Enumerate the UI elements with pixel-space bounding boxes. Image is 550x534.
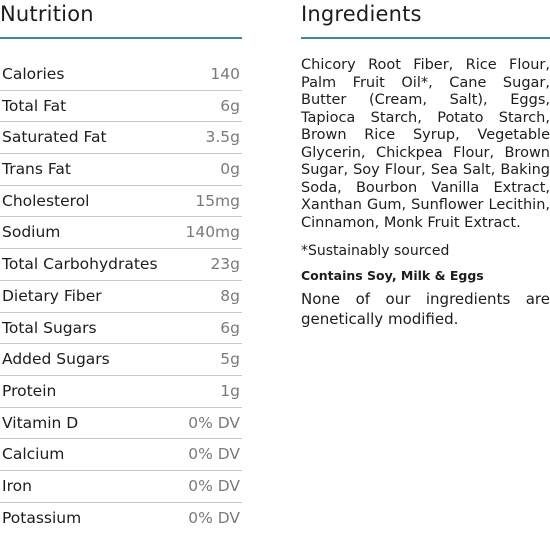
nutrient-value: 8g — [220, 286, 240, 305]
nutrient-value: 6g — [220, 96, 240, 115]
nutrition-row-vitamin-d: Vitamin D 0% DV — [0, 408, 242, 440]
nutrient-label: Vitamin D — [2, 413, 79, 432]
nutrient-label: Iron — [2, 476, 32, 495]
nutrient-label: Protein — [2, 381, 57, 400]
nutrition-row-added-sugars: Added Sugars 5g — [0, 344, 242, 376]
nutrient-value: 15mg — [195, 191, 240, 210]
nutrition-row-cholesterol: Cholesterol 15mg — [0, 186, 242, 218]
nutrition-row-potassium: Potassium 0% DV — [0, 503, 242, 534]
nutrition-row-dietary-fiber: Dietary Fiber 8g — [0, 281, 242, 313]
nutrition-row-calories: Calories 140 — [0, 59, 242, 91]
nutrition-heading: Nutrition — [0, 2, 94, 26]
nutrient-label: Total Carbohydrates — [2, 255, 158, 274]
nutrient-label: Total Sugars — [2, 318, 97, 337]
nutrient-label: Potassium — [2, 508, 82, 527]
nutrient-value: 3.5g — [205, 128, 241, 147]
nutrition-heading-divider — [0, 37, 242, 39]
ingredients-panel: Ingredients Chicory Root Fiber, Rice Flo… — [301, 0, 550, 329]
nutrition-row-saturated-fat: Saturated Fat 3.5g — [0, 122, 242, 155]
gmo-statement: None of our ingredients are genetically … — [301, 290, 550, 328]
nutrition-facts-list: Calories 140 Total Fat 6g Saturated Fat … — [0, 59, 242, 534]
nutrient-value: 140 — [210, 65, 240, 83]
nutrient-label: Calcium — [2, 445, 65, 464]
nutrition-row-sodium: Sodium 140mg — [0, 217, 242, 250]
allergen-statement: Contains Soy, Milk & Eggs — [301, 268, 484, 283]
nutrient-value: 23g — [210, 255, 240, 274]
ingredients-heading: Ingredients — [301, 2, 422, 26]
nutrient-value: 140mg — [185, 223, 240, 242]
nutrient-value: 1g — [220, 381, 240, 400]
nutrient-value: 0% DV — [188, 508, 240, 527]
nutrient-label: Added Sugars — [2, 350, 110, 369]
nutrition-panel: Nutrition Calories 140 Total Fat 6g Satu… — [0, 0, 242, 534]
nutrient-label: Cholesterol — [2, 191, 90, 210]
nutrient-value: 0g — [220, 160, 240, 179]
nutrient-label: Dietary Fiber — [2, 286, 102, 305]
ingredients-heading-divider — [301, 37, 550, 39]
nutrition-row-total-sugars: Total Sugars 6g — [0, 313, 242, 345]
nutrition-row-calcium: Calcium 0% DV — [0, 439, 242, 471]
nutrition-row-total-carbohydrates: Total Carbohydrates 23g — [0, 249, 242, 281]
ingredients-list-text: Chicory Root Fiber, Rice Flour, Palm Fru… — [301, 57, 550, 231]
nutrient-label: Total Fat — [2, 96, 67, 115]
nutrient-value: 0% DV — [188, 445, 240, 464]
nutrition-row-protein: Protein 1g — [0, 376, 242, 408]
nutrient-value: 0% DV — [188, 476, 240, 495]
nutrient-value: 5g — [220, 350, 240, 369]
nutrient-value: 6g — [220, 318, 240, 337]
nutrient-label: Saturated Fat — [2, 128, 107, 147]
nutrition-row-total-fat: Total Fat 6g — [0, 91, 242, 123]
nutrition-row-iron: Iron 0% DV — [0, 471, 242, 503]
nutrient-label: Trans Fat — [2, 160, 71, 179]
nutrient-label: Calories — [2, 65, 65, 83]
sustainability-footnote: *Sustainably sourced — [301, 243, 450, 259]
nutrition-row-trans-fat: Trans Fat 0g — [0, 154, 242, 186]
nutrient-label: Sodium — [2, 223, 61, 242]
nutrient-value: 0% DV — [188, 413, 240, 432]
